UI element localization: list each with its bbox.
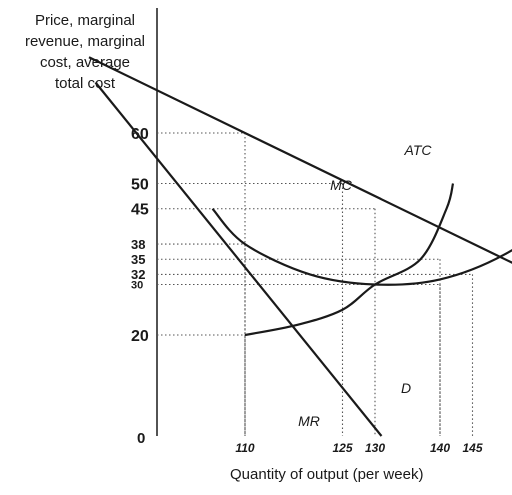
curve-label-mc: MC [330,177,353,193]
y-tick-label: 45 [131,202,149,219]
y-tick-label: 50 [131,176,149,193]
y-tick-label: 30 [131,279,143,291]
y-tick-label: 35 [131,252,145,267]
x-tick-label: 140 [430,441,450,455]
curve-d [88,56,512,264]
curve-label-atc: ATC [404,142,433,158]
curve-label-d: D [401,380,411,396]
x-axis-title: Quantity of output (per week) [230,466,424,483]
curve-mr [94,81,383,437]
guide-lines [157,132,474,436]
x-tick-label: 130 [365,441,385,455]
y-tick-label: 20 [131,328,149,345]
curve-atc [211,208,512,286]
y-tick-label: 38 [131,237,145,252]
x-tick-label: 145 [462,441,482,455]
curve-label-mr: MR [298,413,320,429]
y-axis-title-line-2: revenue, marginal [24,33,146,50]
y-tick-label: 32 [131,267,145,282]
curves [88,56,512,437]
origin-label: 0 [137,430,145,447]
x-tick-label: 125 [332,441,352,455]
curve-labels: D MR MC ATC [298,142,432,429]
x-tick-labels: 110 125 130 140 145 [235,441,482,455]
y-tick-label: 60 [131,126,149,143]
x-tick-label: 110 [235,441,254,455]
y-axis-title-line-1: Price, marginal [34,12,136,29]
